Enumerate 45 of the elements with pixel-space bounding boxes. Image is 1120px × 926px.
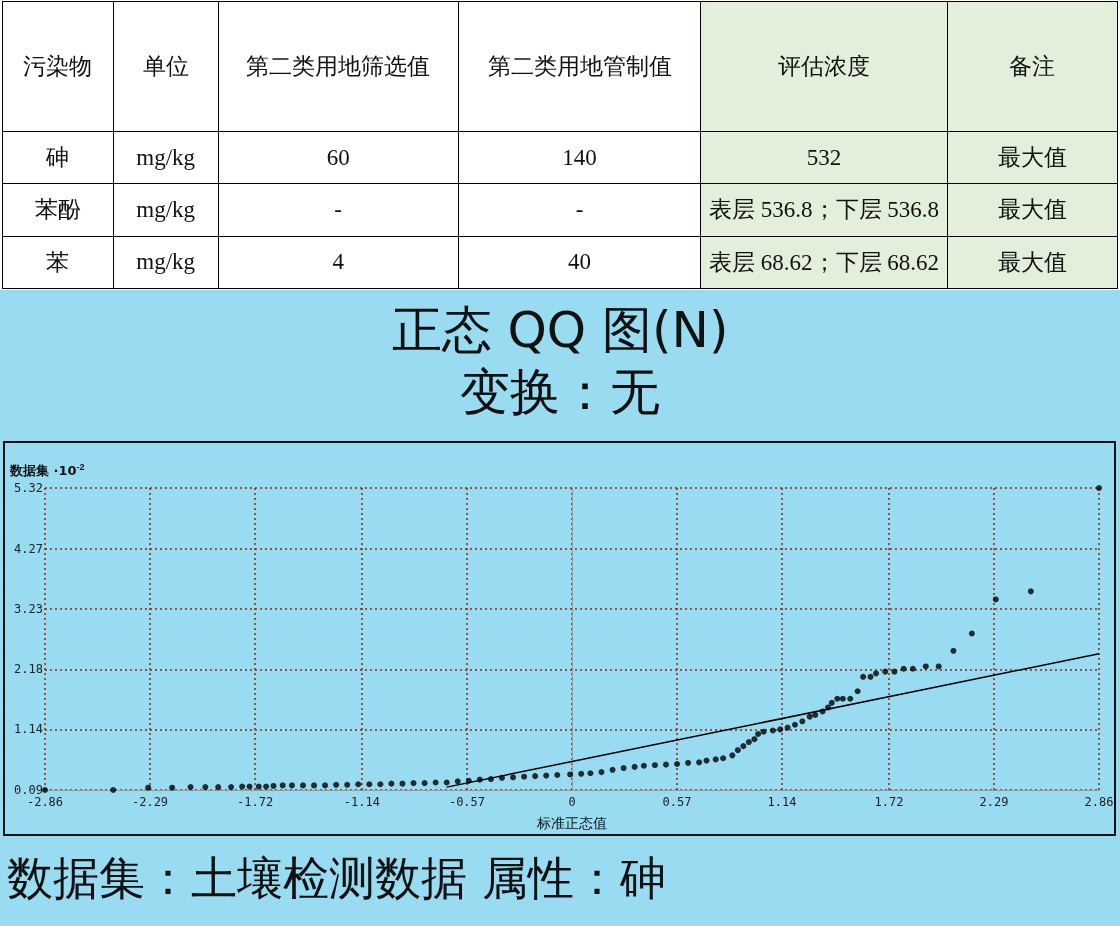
text: 532 bbox=[700, 131, 948, 184]
x-tick-label: -0.57 bbox=[448, 795, 486, 809]
y-tick-label: 2.18 bbox=[14, 662, 43, 677]
y-tick-label: 4.27 bbox=[14, 541, 43, 556]
text: 最大值 bbox=[947, 183, 1118, 237]
x-tick-label: -1.14 bbox=[343, 795, 380, 809]
text: 表层 536.8；下层 536.8 bbox=[700, 183, 948, 237]
x-axis-title: 标准正态值 bbox=[536, 815, 607, 831]
x-tick-label: 0 bbox=[568, 795, 576, 809]
x-tick-label: 0.57 bbox=[662, 795, 692, 809]
text: 4 bbox=[218, 236, 459, 289]
x-tick-label: 1.14 bbox=[767, 795, 797, 809]
x-tick-label: 2.29 bbox=[979, 795, 1009, 809]
y-tick-label: 0.09 bbox=[14, 783, 43, 797]
x-tick-label: -2.86 bbox=[26, 795, 64, 809]
text: 表层 68.62；下层 68.62 bbox=[700, 236, 948, 289]
chart-subtitle: 变换：无 bbox=[460, 363, 660, 421]
category-label: 污染物 bbox=[2, 1, 114, 132]
category-label: 单位 bbox=[113, 1, 219, 132]
text: mg/kg bbox=[113, 183, 219, 237]
category-label: 第二类用地管制值 bbox=[458, 1, 701, 132]
text: 最大值 bbox=[947, 131, 1118, 184]
x-tick-label: 2.86 bbox=[1084, 795, 1114, 809]
text: - bbox=[218, 183, 459, 237]
text: - bbox=[458, 183, 701, 237]
text: 数据集：土壤检测数据 属性：砷 bbox=[7, 851, 666, 905]
y-tick-label: 1.14 bbox=[14, 722, 43, 737]
text: 苯酚 bbox=[2, 183, 114, 237]
text: 最大值 bbox=[947, 236, 1118, 289]
y-tick-label: 5.32 bbox=[14, 481, 43, 495]
category-label: 备注 bbox=[947, 1, 1118, 132]
text: 140 bbox=[458, 131, 701, 184]
text: 砷 bbox=[2, 131, 114, 184]
x-tick-label: 1.72 bbox=[874, 795, 904, 809]
text: 苯 bbox=[2, 236, 114, 289]
x-tick-label: -1.72 bbox=[237, 795, 274, 809]
text: mg/kg bbox=[113, 236, 219, 289]
category-label: 第二类用地筛选值 bbox=[218, 1, 459, 132]
text: 60 bbox=[218, 131, 459, 184]
y-tick-label: 3.23 bbox=[14, 601, 43, 616]
chart-title: 正态 QQ 图(N) bbox=[391, 301, 729, 359]
text: mg/kg bbox=[113, 131, 219, 184]
x-tick-label: -2.29 bbox=[131, 795, 169, 809]
category-label: 评估浓度 bbox=[700, 1, 948, 132]
text: 40 bbox=[458, 236, 701, 289]
